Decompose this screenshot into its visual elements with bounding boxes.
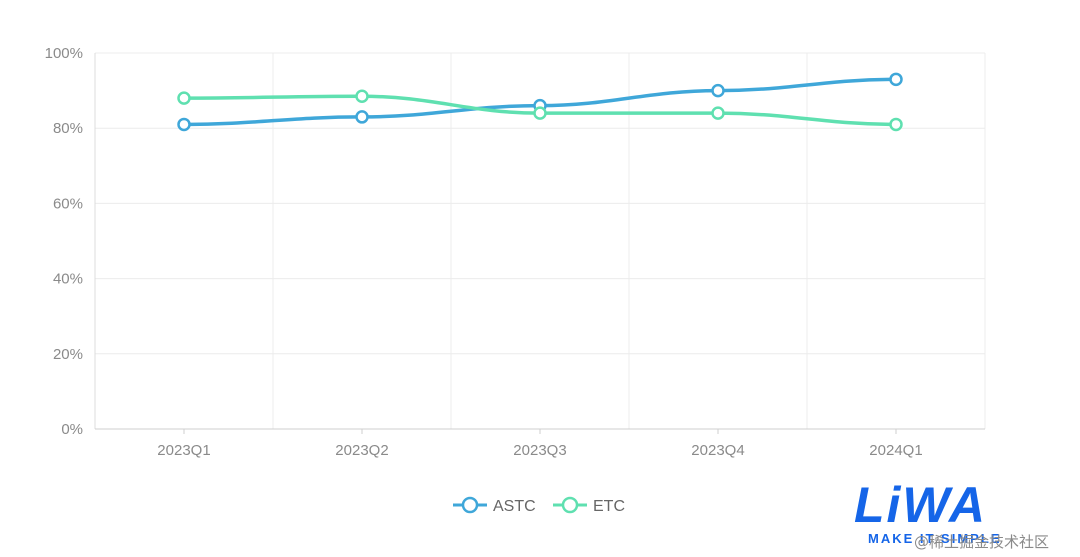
x-tick-label: 2023Q4 [691, 442, 744, 459]
data-point-astc [355, 110, 369, 124]
data-point-etc [177, 91, 191, 105]
x-tick-label: 2023Q2 [335, 442, 388, 459]
legend-marker-astc [461, 496, 479, 514]
legend-label-etc: ETC [593, 498, 625, 515]
y-tick-label: 80% [53, 120, 83, 137]
grid [94, 52, 986, 430]
logo-tagline: MAKE IT SIMPLE [868, 531, 1002, 546]
y-tick-label: 20% [53, 346, 83, 363]
legend-marker-etc [561, 496, 579, 514]
data-point-astc [711, 83, 725, 98]
x-tick-label: 2023Q1 [157, 442, 210, 459]
data-point-etc [355, 89, 369, 103]
series-layer [177, 72, 903, 132]
legend[interactable]: ASTC ETC [453, 496, 625, 515]
x-tick-label: 2023Q3 [513, 442, 566, 459]
x-axis-ticks: 2023Q1 2023Q2 2023Q3 2023Q4 2024Q1 [157, 429, 923, 459]
data-point-etc [711, 106, 725, 120]
watermark-text: @稀土掘金技术社区 [914, 533, 1050, 551]
data-point-astc [177, 117, 191, 132]
y-tick-label: 0% [61, 421, 83, 438]
x-tick-label: 2024Q1 [869, 442, 922, 459]
data-point-etc [889, 117, 903, 132]
legend-label-astc: ASTC [493, 498, 536, 515]
data-point-etc [533, 106, 547, 120]
logo-wordmark: LiWA [854, 477, 987, 533]
y-tick-label: 100% [45, 45, 83, 62]
data-point-astc [889, 72, 903, 87]
legend-item-astc[interactable]: ASTC [453, 496, 536, 515]
y-tick-label: 40% [53, 271, 83, 288]
y-axis-ticks: 0% 20% 40% 60% 80% 100% [45, 45, 83, 438]
liwa-logo: LiWA MAKE IT SIMPLE [852, 480, 1052, 552]
legend-item-etc[interactable]: ETC [553, 496, 625, 515]
y-tick-label: 60% [53, 195, 83, 212]
